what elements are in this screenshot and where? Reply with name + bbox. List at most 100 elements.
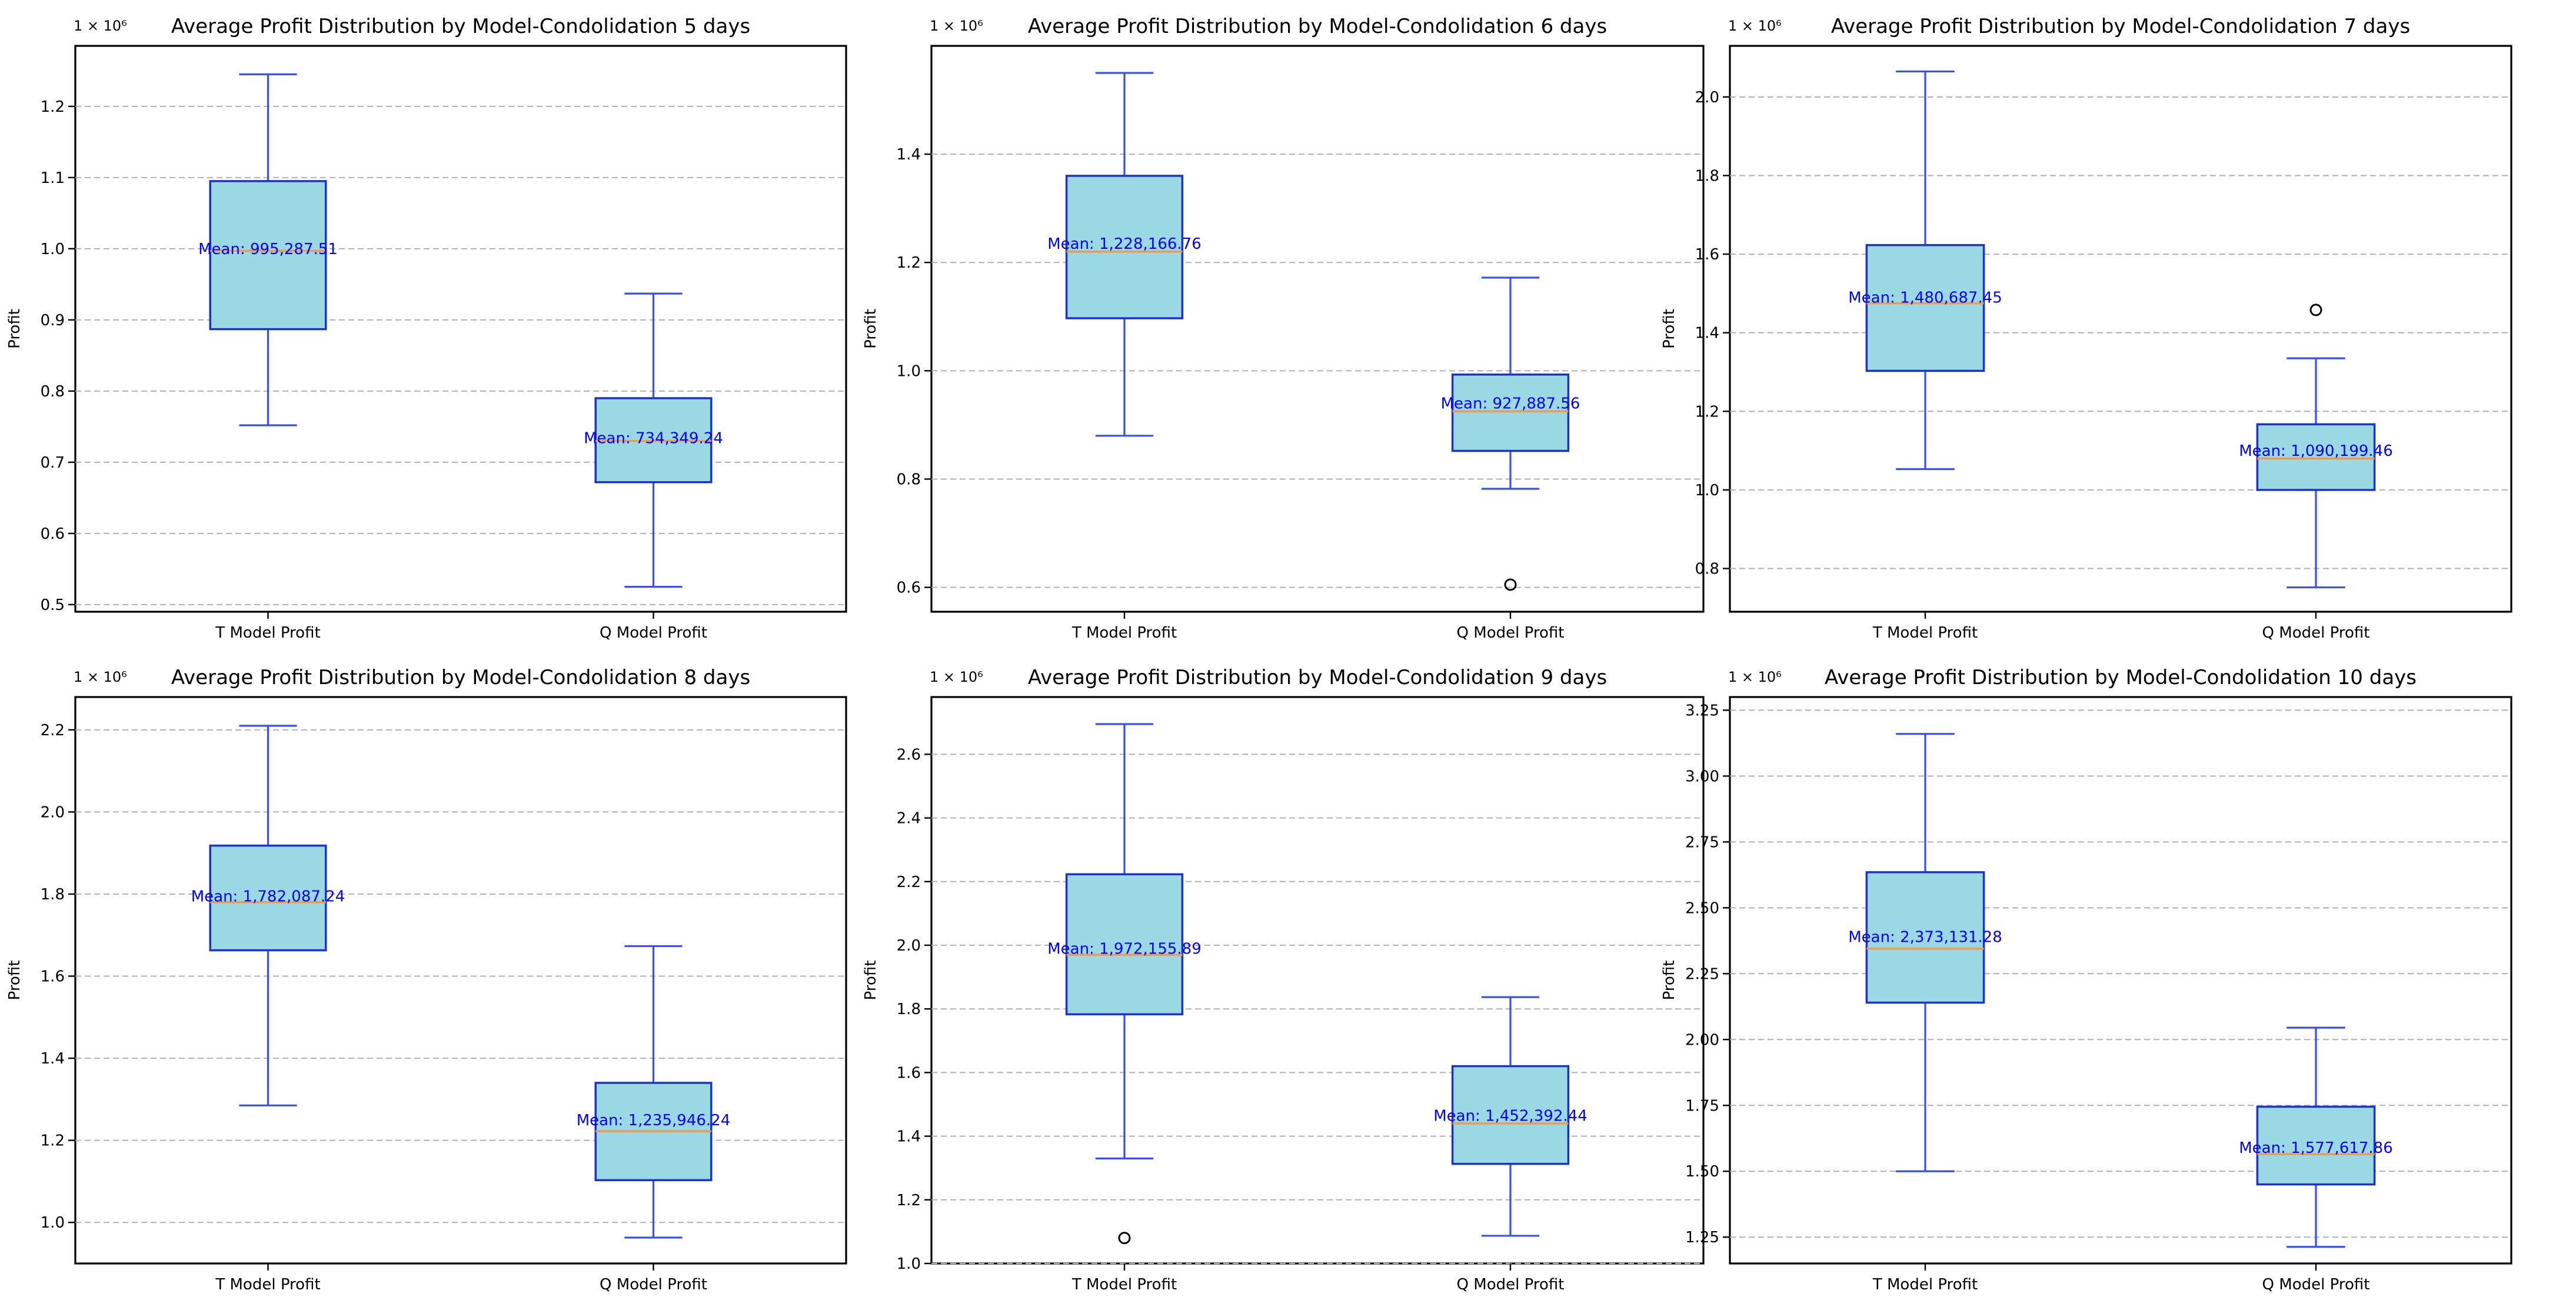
y-axis-scale-label: 1 × 10⁶ <box>1728 669 1782 685</box>
x-tick-label: T Model Profit <box>215 1276 320 1293</box>
iqr-box <box>1865 244 1985 372</box>
y-tick-label: 1.4 <box>41 1050 65 1068</box>
box-q-model: Q Model Profit Mean: 1,452,392.44 <box>1433 996 1587 1293</box>
x-tick-label: T Model Profit <box>1071 1276 1177 1293</box>
mean-label: Mean: 1,090,199.46 <box>2239 442 2393 460</box>
y-tick-label: 1.0 <box>897 1255 921 1273</box>
mean-label: Mean: 1,577,617.86 <box>2239 1139 2393 1157</box>
y-axis-label: Profit <box>862 961 880 1001</box>
plot-area <box>74 696 847 1265</box>
y-tick-label: 0.8 <box>897 471 921 488</box>
y-tick-label: 1.6 <box>1695 246 1719 264</box>
plot-area <box>1729 45 2512 613</box>
y-tick-label: 2.0 <box>1695 89 1719 106</box>
x-tick-label: Q Model Profit <box>1457 1276 1565 1293</box>
y-tick-label: 1.6 <box>41 968 65 986</box>
y-tick-label: 0.8 <box>41 383 65 401</box>
y-axis-label: Profit <box>1660 309 1678 349</box>
chart-panel-3: 0.8 1.0 1.2 1.4 1.6 1.8 2.0 Average Profit Dist… <box>1660 15 2512 642</box>
y-tick-label: 1.2 <box>1695 403 1719 421</box>
iqr-box <box>1451 374 1570 452</box>
iqr-box <box>1065 873 1184 1016</box>
iqr-box <box>2256 1105 2376 1186</box>
y-tick-label: 2.2 <box>41 722 65 739</box>
box-t-model: T Model Profit Mean: 2,373,131.28 <box>1848 733 2002 1293</box>
y-tick-label: 0.5 <box>41 596 65 614</box>
y-tick-label: 1.75 <box>1685 1097 1719 1115</box>
y-tick-label: 0.6 <box>41 525 65 543</box>
box-t-model: T Model Profit Mean: 1,228,166.76 <box>1047 72 1202 642</box>
y-tick-label: 1.4 <box>1695 325 1719 342</box>
y-tick-label: 1.1 <box>41 169 65 187</box>
chart-panel-5: 1.0 1.2 1.4 1.6 1.8 2.0 2.2 2.4 2.6 Average Profi… <box>862 666 1705 1293</box>
plot-area <box>1729 696 2512 1265</box>
box-t-model: T Model Profit Mean: 995,287.51 <box>198 73 338 642</box>
mean-label: Mean: 2,373,131.28 <box>1848 929 2002 946</box>
chart-panel-1: 0.5 0.6 0.7 0.8 0.9 1.0 1.1 1.2 Average Profit D… <box>6 15 847 642</box>
y-axis-scale-label: 1 × 10⁶ <box>930 669 983 685</box>
chart-panel-4: 1.0 1.2 1.4 1.6 1.8 2.0 2.2 Average Profit Dist… <box>6 666 847 1293</box>
chart-title: Average Profit Distribution by Model-Con… <box>171 666 750 689</box>
iqr-box <box>209 180 327 331</box>
x-tick-label: Q Model Profit <box>2262 624 2370 642</box>
mean-label: Mean: 1,972,155.89 <box>1047 940 1202 958</box>
y-tick-label: 3.00 <box>1685 768 1719 785</box>
y-tick-label: 0.6 <box>897 579 921 597</box>
plot-area <box>930 696 1705 1265</box>
y-tick-label: 2.25 <box>1685 965 1719 983</box>
y-tick-label: 2.0 <box>897 937 921 955</box>
iqr-box <box>209 844 327 952</box>
iqr-box <box>1065 175 1184 319</box>
y-tick-label: 1.0 <box>1695 482 1719 499</box>
y-axis-scale-label: 1 × 10⁶ <box>930 18 983 34</box>
mean-label: Mean: 734,349.24 <box>584 430 723 448</box>
outlier-point <box>1118 1232 1131 1245</box>
x-tick-label: T Model Profit <box>215 624 320 642</box>
y-tick-label: 3.25 <box>1685 702 1719 719</box>
y-tick-label: 1.0 <box>897 362 921 380</box>
box-q-model: Q Model Profit Mean: 734,349.24 <box>584 292 723 642</box>
y-tick-label: 2.75 <box>1685 833 1719 851</box>
chart-title: Average Profit Distribution by Model-Con… <box>171 15 750 38</box>
mean-label: Mean: 1,782,087.24 <box>191 888 345 905</box>
y-axis-label: Profit <box>6 309 24 349</box>
chart-title: Average Profit Distribution by Model-Con… <box>1831 15 2410 38</box>
x-tick-label: Q Model Profit <box>1457 624 1565 642</box>
y-tick-label: 2.4 <box>897 810 921 828</box>
y-tick-label: 1.4 <box>897 146 921 164</box>
outlier-point <box>2309 304 2322 316</box>
y-tick-label: 0.8 <box>1695 561 1719 578</box>
y-tick-label: 1.8 <box>1695 167 1719 185</box>
y-tick-label: 1.8 <box>897 1001 921 1018</box>
chart-panel-6: 1.25 1.50 1.75 2.00 2.25 2.50 2.75 3.00 3.25 Aver… <box>1660 666 2512 1293</box>
box-t-model: T Model Profit Mean: 1,480,687.45 <box>1848 70 2002 642</box>
y-tick-label: 2.6 <box>897 746 921 763</box>
mean-label: Mean: 1,452,392.44 <box>1433 1107 1587 1125</box>
y-tick-label: 0.7 <box>41 454 65 472</box>
box-q-model: Q Model Profit Mean: 1,235,946.24 <box>577 945 730 1293</box>
chart-panel-2: 0.6 0.8 1.0 1.2 1.4 Average Profit Distributi… <box>862 15 1705 642</box>
mean-label: Mean: 1,228,166.76 <box>1047 235 1202 253</box>
x-tick-label: T Model Profit <box>1071 624 1177 642</box>
chart-title: Average Profit Distribution by Model-Con… <box>1825 666 2417 689</box>
y-tick-label: 0.9 <box>41 312 65 329</box>
plot-area <box>930 45 1705 613</box>
y-axis-scale-label: 1 × 10⁶ <box>1728 18 1782 34</box>
iqr-box <box>1451 1065 1570 1165</box>
y-tick-label: 1.0 <box>41 241 65 258</box>
mean-label: Mean: 927,887.56 <box>1441 395 1580 413</box>
y-tick-label: 1.0 <box>41 1214 65 1232</box>
outlier-point <box>1504 578 1517 591</box>
y-tick-label: 2.2 <box>897 873 921 891</box>
x-tick-label: T Model Profit <box>1872 1276 1978 1293</box>
box-t-model: T Model Profit Mean: 1,782,087.24 <box>191 725 345 1293</box>
box-q-model: Q Model Profit Mean: 1,577,617.86 <box>2239 1026 2393 1293</box>
box-t-model: T Model Profit Mean: 1,972,155.89 <box>1047 723 1202 1293</box>
y-tick-label: 1.2 <box>41 1132 65 1150</box>
iqr-box <box>2256 423 2376 491</box>
iqr-box <box>1865 871 1985 1004</box>
chart-title: Average Profit Distribution by Model-Con… <box>1028 15 1607 38</box>
y-tick-label: 1.8 <box>41 886 65 903</box>
y-tick-label: 1.50 <box>1685 1163 1719 1181</box>
